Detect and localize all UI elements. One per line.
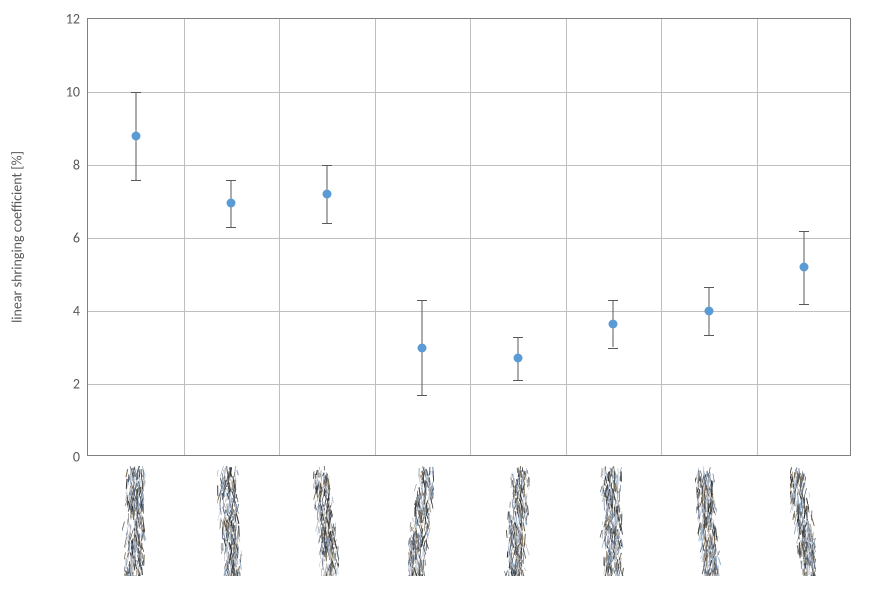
y-tick-label: 0 (73, 449, 88, 466)
y-tick-label: 6 (73, 230, 88, 247)
y-tick-label: 8 (73, 157, 88, 174)
error-bar-cap (417, 300, 427, 301)
x-category-thumb (599, 466, 625, 576)
grid-line-vertical (470, 19, 471, 455)
error-bar-cap (417, 395, 427, 396)
grid-line-horizontal (88, 384, 850, 385)
grid-line-vertical (375, 19, 376, 455)
error-bar-cap (131, 92, 141, 93)
y-tick-label: 2 (73, 376, 88, 393)
error-bar-cap (799, 304, 809, 305)
y-tick-label: 10 (66, 84, 88, 101)
error-bar-cap (226, 180, 236, 181)
data-point (418, 343, 427, 352)
grid-line-horizontal (88, 238, 850, 239)
error-bar-cap (704, 287, 714, 288)
x-category-thumb (504, 466, 530, 576)
data-point (322, 190, 331, 199)
error-bar-cap (704, 335, 714, 336)
x-category-thumb (122, 466, 148, 576)
grid-line-horizontal (88, 165, 850, 166)
data-point (704, 307, 713, 316)
data-point (131, 131, 140, 140)
data-point (513, 354, 522, 363)
grid-line-horizontal (88, 311, 850, 312)
y-axis-title: linear shringing coefficient [%] (9, 151, 26, 323)
x-category-thumb (313, 466, 339, 576)
error-bar-cap (226, 227, 236, 228)
grid-line-vertical (757, 19, 758, 455)
x-category-thumb (217, 466, 243, 576)
x-category-thumb (695, 466, 721, 576)
error-bar-cap (513, 337, 523, 338)
data-point (227, 199, 236, 208)
grid-line-vertical (566, 19, 567, 455)
grid-line-vertical (279, 19, 280, 455)
error-bar-cap (322, 165, 332, 166)
grid-line-vertical (661, 19, 662, 455)
error-bar-cap (608, 300, 618, 301)
grid-line-vertical (184, 19, 185, 455)
chart-container: linear shringing coefficient [%] 0246810… (0, 0, 882, 599)
data-point (609, 319, 618, 328)
y-tick-label: 12 (66, 11, 88, 28)
error-bar-cap (513, 380, 523, 381)
error-bar-cap (131, 180, 141, 181)
error-bar-cap (799, 231, 809, 232)
x-category-thumb (790, 466, 816, 576)
y-tick-label: 4 (73, 303, 88, 320)
data-point (800, 263, 809, 272)
grid-line-horizontal (88, 92, 850, 93)
error-bar-cap (608, 348, 618, 349)
error-bar-cap (322, 223, 332, 224)
plot-area: 024681012 (87, 18, 851, 456)
x-category-thumb (408, 466, 434, 576)
